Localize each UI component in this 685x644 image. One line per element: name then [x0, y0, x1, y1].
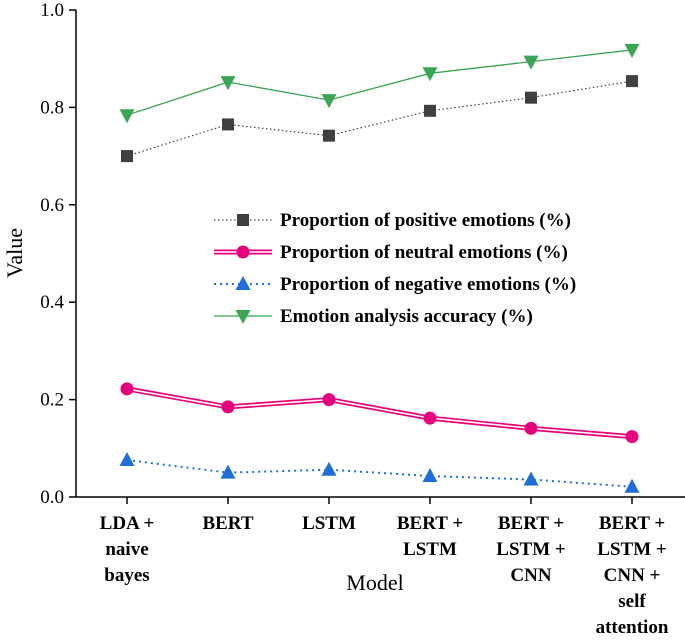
data-point — [524, 421, 538, 435]
series-triangle-down — [119, 43, 640, 124]
y-axis-title: Value — [2, 228, 27, 278]
legend-label: Emotion analysis accuracy (%) — [280, 306, 533, 327]
legend-item: Proportion of positive emotions (%) — [214, 210, 571, 231]
data-point — [321, 94, 337, 109]
legend-label: Proportion of positive emotions (%) — [280, 210, 571, 231]
axes: 0.0 0.2 0.4 0.6 0.8 1.0 LDA + naive bayes BERT LST… — [40, 0, 685, 638]
series-line — [126, 49, 633, 116]
data-point — [626, 75, 638, 88]
series-line-inner — [126, 388, 633, 438]
y-tick-label: 0.2 — [40, 390, 64, 411]
data-point — [523, 55, 539, 70]
x-tick-label: naive — [105, 539, 148, 560]
data-point — [220, 76, 236, 91]
x-tick-label: self — [618, 591, 646, 612]
y-tick-label: 0.8 — [40, 97, 64, 118]
x-tick-label: bayes — [104, 565, 149, 586]
data-point — [422, 67, 438, 82]
series-triangle-up — [119, 451, 640, 493]
data-point — [422, 468, 438, 483]
x-tick-label: LSTM — [403, 539, 457, 560]
data-point — [625, 430, 639, 444]
x-tick-label: BERT — [202, 513, 253, 534]
data-point — [120, 382, 134, 396]
x-tick-label: LSTM + — [496, 539, 565, 560]
legend-marker — [236, 245, 250, 259]
data-point — [323, 129, 335, 142]
legend-marker — [237, 214, 249, 226]
series-line — [126, 80, 633, 157]
data-point — [624, 478, 640, 493]
x-tick-label: CNN — [510, 565, 551, 586]
legend-label: Proportion of neutral emotions (%) — [280, 242, 568, 263]
data-point — [322, 393, 336, 407]
series-square — [121, 75, 638, 163]
data-point — [525, 91, 537, 104]
x-tick-label: BERT + — [599, 513, 665, 534]
series-layer — [119, 43, 640, 493]
series-line — [126, 386, 633, 440]
legend-item: Proportion of negative emotions (%) — [214, 274, 576, 295]
x-tick-label: BERT + — [498, 513, 564, 534]
legend-item: Proportion of neutral emotions (%) — [214, 242, 568, 263]
data-point — [523, 471, 539, 486]
legend-item: Emotion analysis accuracy (%) — [214, 306, 533, 327]
y-tick-label: 0.4 — [40, 292, 64, 313]
data-point — [121, 150, 133, 163]
data-point — [321, 461, 337, 476]
x-tick-label: LDA + — [100, 513, 155, 534]
data-point — [624, 43, 640, 58]
series-circle — [120, 382, 639, 444]
x-axis-title: Model — [346, 570, 403, 595]
x-tick-label: attention — [596, 617, 669, 638]
data-point — [220, 464, 236, 479]
x-tick-label: LSTM — [302, 513, 356, 534]
data-point — [119, 109, 135, 124]
legend: Proportion of positive emotions (%) Propo… — [214, 210, 576, 327]
x-tick-label: LSTM + — [597, 539, 666, 560]
y-tick-label: 1.0 — [40, 0, 64, 21]
data-point — [221, 400, 235, 414]
data-point — [222, 118, 234, 131]
legend-label: Proportion of negative emotions (%) — [280, 274, 576, 295]
data-point — [423, 411, 437, 425]
y-tick-label: 0.0 — [40, 487, 64, 508]
data-point — [424, 104, 436, 117]
series-line — [126, 458, 633, 488]
legend-marker — [235, 310, 251, 324]
legend-marker — [235, 276, 251, 290]
data-point — [119, 451, 135, 466]
y-tick-label: 0.6 — [40, 195, 64, 216]
x-tick-label: CNN + — [604, 565, 661, 586]
x-tick-label: BERT + — [397, 513, 463, 534]
